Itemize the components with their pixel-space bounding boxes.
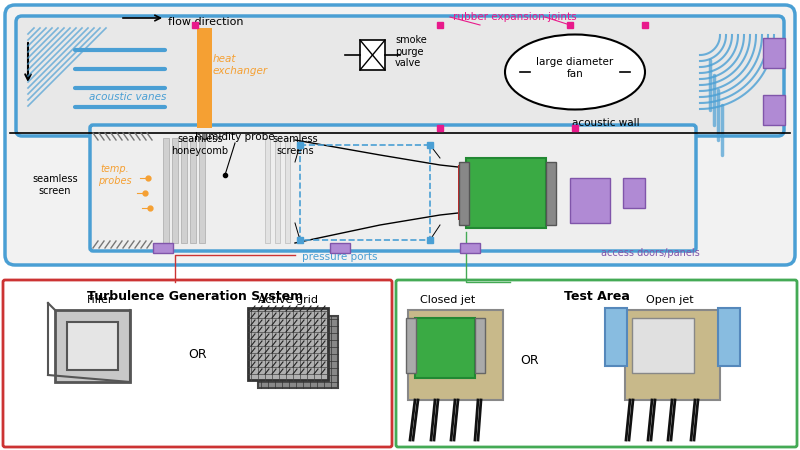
Text: temp.
probes: temp. probes bbox=[98, 164, 132, 186]
Bar bbox=[459, 162, 469, 225]
Text: acoustic vanes: acoustic vanes bbox=[90, 92, 166, 102]
Bar bbox=[623, 178, 645, 208]
Bar bbox=[415, 318, 475, 378]
Bar bbox=[466, 158, 546, 228]
Bar bbox=[460, 243, 480, 253]
Text: Test Area: Test Area bbox=[564, 290, 630, 303]
Bar bbox=[153, 243, 173, 253]
Bar bbox=[632, 318, 694, 373]
Text: heat
exchanger: heat exchanger bbox=[213, 54, 268, 76]
Bar bbox=[330, 243, 350, 253]
Text: Open jet: Open jet bbox=[646, 295, 694, 305]
Bar bbox=[763, 38, 785, 68]
Bar bbox=[55, 310, 130, 382]
Bar bbox=[408, 310, 503, 400]
Text: rubber expansion joints: rubber expansion joints bbox=[453, 12, 577, 22]
Text: acoustic wall: acoustic wall bbox=[572, 118, 640, 128]
FancyBboxPatch shape bbox=[396, 280, 797, 447]
Text: seamless
honeycomb: seamless honeycomb bbox=[171, 135, 229, 156]
Ellipse shape bbox=[505, 35, 645, 109]
Bar bbox=[718, 308, 740, 366]
Bar bbox=[190, 138, 196, 243]
Bar bbox=[625, 310, 720, 400]
Text: smoke
purge
valve: smoke purge valve bbox=[395, 35, 426, 68]
Bar bbox=[275, 138, 280, 243]
Bar bbox=[258, 316, 338, 388]
Bar bbox=[605, 308, 627, 366]
Bar bbox=[197, 28, 212, 128]
Bar bbox=[360, 40, 385, 70]
Text: Active grid: Active grid bbox=[258, 295, 318, 305]
Text: seamless
screens: seamless screens bbox=[272, 135, 318, 156]
Text: Closed jet: Closed jet bbox=[420, 295, 476, 305]
Bar bbox=[458, 165, 466, 220]
Bar bbox=[285, 138, 290, 243]
FancyBboxPatch shape bbox=[90, 125, 696, 251]
Bar bbox=[570, 178, 610, 223]
Text: pressure ports: pressure ports bbox=[302, 252, 378, 262]
Bar bbox=[172, 138, 178, 243]
FancyBboxPatch shape bbox=[3, 280, 392, 447]
Bar bbox=[265, 138, 270, 243]
Text: Turbulence Generation System: Turbulence Generation System bbox=[87, 290, 303, 303]
Bar bbox=[546, 162, 556, 225]
Bar bbox=[199, 138, 205, 243]
Bar bbox=[406, 318, 416, 373]
Text: Filler: Filler bbox=[86, 295, 114, 305]
Text: OR: OR bbox=[521, 354, 539, 366]
Text: access doors/panels: access doors/panels bbox=[601, 248, 699, 258]
Bar bbox=[163, 138, 169, 243]
Text: seamless
screen: seamless screen bbox=[32, 174, 78, 196]
Bar bbox=[181, 138, 187, 243]
Bar bbox=[763, 95, 785, 125]
FancyBboxPatch shape bbox=[5, 5, 795, 265]
Text: OR: OR bbox=[189, 348, 207, 361]
FancyBboxPatch shape bbox=[16, 16, 784, 136]
Text: large diameter
fan: large diameter fan bbox=[536, 57, 614, 79]
Text: humidity probe: humidity probe bbox=[195, 132, 275, 142]
Bar bbox=[248, 308, 328, 380]
Text: flow direction: flow direction bbox=[168, 17, 243, 27]
Bar bbox=[475, 318, 485, 373]
Bar bbox=[67, 322, 118, 370]
